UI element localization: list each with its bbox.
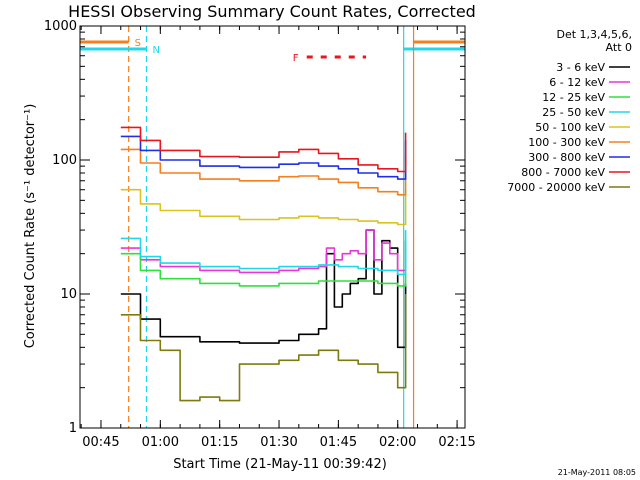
- y-tick-label-2: 100: [52, 153, 77, 168]
- legend-label-4: 50 - 100 keV: [535, 121, 605, 134]
- legend-label-1: 6 - 12 keV: [549, 76, 605, 89]
- plot-area: SN F: [80, 26, 465, 428]
- x-tick-label-1: 01:00: [142, 435, 179, 450]
- x-axis: 00:45 01:00 01:15 01:30 01:45 02:00 02:15: [80, 26, 476, 450]
- legend-label-0: 3 - 6 keV: [556, 61, 605, 74]
- legend-label-3: 25 - 50 keV: [542, 106, 605, 119]
- series-line-6: [120, 135, 407, 180]
- series-line-7: [120, 126, 407, 173]
- marker-label-s: S: [135, 38, 141, 49]
- legend-label-2: 12 - 25 keV: [542, 91, 605, 104]
- x-tick-label-5: 02:00: [379, 435, 416, 450]
- y-axis-label: Corrected Count Rate (s⁻¹ detector⁻¹): [23, 104, 38, 349]
- chart-title: HESSI Observing Summary Count Rates, Cor…: [68, 2, 476, 21]
- x-axis-label: Start Time (21-May-11 00:39:42): [173, 457, 387, 472]
- flare-flag-label: F: [293, 53, 299, 64]
- legend-entries: 3 - 6 keV 6 - 12 keV 12 - 25 keV 25 - 50 ke…: [507, 61, 630, 194]
- legend-label-6: 300 - 800 keV: [528, 151, 605, 164]
- series-line-2: [120, 240, 407, 287]
- series-line-1: [120, 229, 407, 274]
- legend-label-7: 800 - 7000 keV: [521, 166, 605, 179]
- x-tick-label-6: 02:15: [438, 435, 475, 450]
- x-tick-label-2: 01:15: [201, 435, 238, 450]
- y-tick-label-3: 1000: [44, 19, 77, 34]
- legend-header-line-1: Det 1,3,4,5,6,: [556, 28, 632, 41]
- y-axis: 1 10 100 1000: [44, 19, 465, 436]
- series-line-0: [120, 229, 407, 349]
- x-tick-label-4: 01:45: [320, 435, 357, 450]
- x-tick-label-3: 01:30: [260, 435, 297, 450]
- plot-frame: [79, 25, 466, 429]
- series-line-5: [120, 148, 407, 196]
- series-line-4: [120, 188, 407, 226]
- legend-label-5: 100 - 300 keV: [528, 136, 605, 149]
- marker-label-n: N: [152, 45, 159, 56]
- legend: Det 1,3,4,5,6, Att 0 3 - 6 keV 6 - 12 keV…: [507, 28, 632, 194]
- legend-label-8: 7000 - 20000 keV: [507, 181, 605, 194]
- footer-date: 21-May-2011 08:05: [558, 468, 636, 477]
- x-tick-label-0: 00:45: [82, 435, 119, 450]
- series-line-8: [120, 294, 407, 402]
- series-line-3: [120, 230, 407, 276]
- y-tick-label-1: 10: [60, 287, 77, 302]
- legend-header-line-2: Att 0: [606, 41, 632, 54]
- y-tick-label-0: 1: [69, 421, 77, 436]
